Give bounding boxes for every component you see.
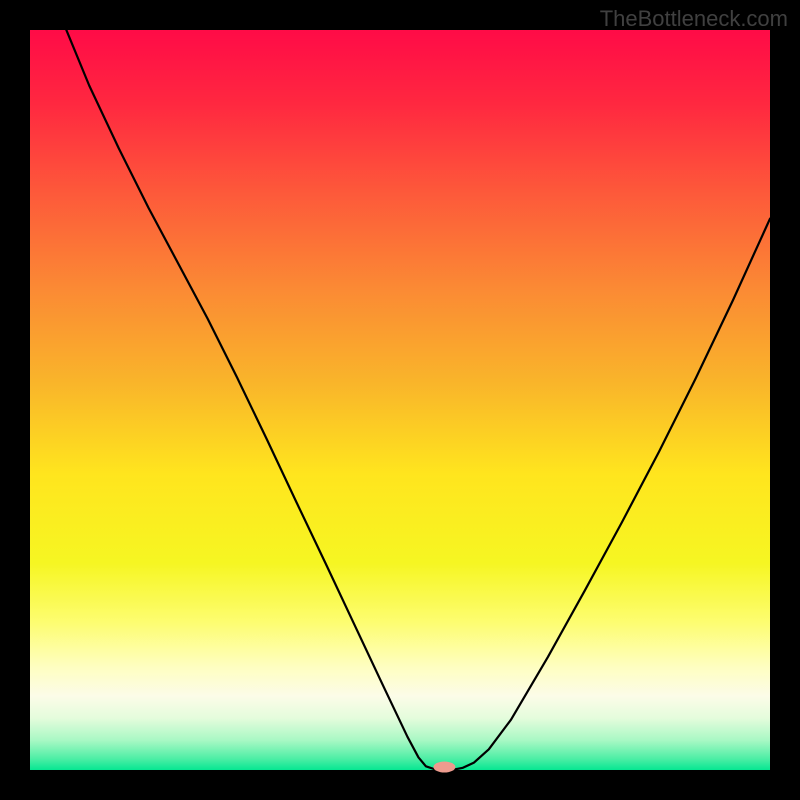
- optimal-marker: [433, 762, 455, 773]
- plot-background: [30, 30, 770, 770]
- bottleneck-chart: [0, 0, 800, 800]
- chart-container: TheBottleneck.com: [0, 0, 800, 800]
- watermark-text: TheBottleneck.com: [600, 6, 788, 32]
